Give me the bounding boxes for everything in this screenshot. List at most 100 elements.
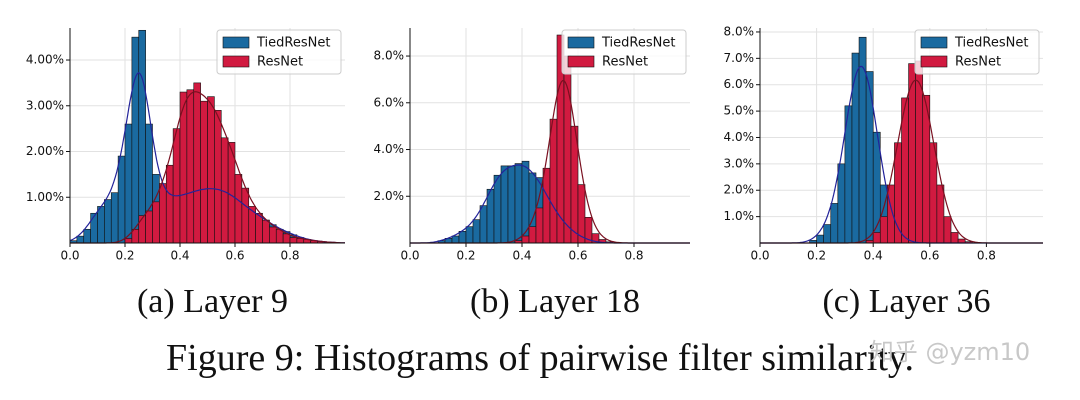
histogram-bar: [117, 155, 126, 244]
x-tick-label: 0.8: [977, 249, 996, 263]
histogram-bar: [124, 238, 133, 244]
y-tick-label: 1.0%: [724, 209, 755, 223]
histogram-bar: [193, 82, 201, 244]
y-tick-label: 2.0%: [374, 189, 405, 203]
histogram-bar: [138, 215, 146, 244]
x-tick-label: 0.6: [920, 249, 939, 263]
histogram-bar: [851, 52, 860, 244]
histogram-bar: [159, 183, 167, 244]
legend-swatch: [567, 36, 595, 49]
histogram-bar: [269, 226, 277, 244]
histogram-bar: [207, 96, 215, 244]
histogram-bar: [241, 187, 250, 244]
x-tick-label: 0.0: [60, 249, 79, 263]
kde-curve: [69, 72, 345, 244]
histogram-bar: [872, 232, 881, 244]
histogram-bar: [521, 235, 530, 244]
histogram-bar: [830, 203, 839, 244]
x-tick-label: 0.0: [750, 249, 769, 263]
y-tick-label: 3.0%: [724, 156, 755, 170]
histogram-bar: [83, 228, 91, 244]
panel: 0.0 0.2 0.4 0.6 0.8 2.0% 4.0% 6.0% 8.0% TiedResNe…: [374, 28, 690, 320]
legend-label: ResNet: [257, 55, 303, 70]
x-tick-label: 0.0: [400, 249, 419, 263]
histogram-bar: [124, 123, 133, 244]
x-tick-label: 0.2: [807, 249, 826, 263]
y-tick-label: 4.0%: [724, 130, 755, 144]
histogram-bar: [535, 207, 544, 244]
histogram-bar: [542, 167, 551, 244]
histogram-bar: [110, 192, 119, 244]
legend-swatch: [222, 36, 250, 49]
panel-caption: (c) Layer 36: [822, 283, 990, 320]
legend-swatch: [222, 55, 250, 68]
histogram-bar: [289, 237, 298, 244]
histogram-bar: [577, 184, 586, 244]
x-tick-label: 0.4: [170, 249, 189, 263]
legend-swatch: [920, 36, 948, 49]
histogram-bar: [451, 235, 460, 244]
panel-caption: (a) Layer 9: [137, 283, 288, 320]
histogram-bar: [145, 210, 153, 244]
x-tick-label: 0.8: [280, 249, 299, 263]
x-tick-label: 0.2: [115, 249, 134, 263]
histogram-bar: [172, 128, 181, 244]
panel: 0.0 0.2 0.4 0.6 0.8 1.00% 2.00% 3.00% 4.00% TiedR…: [26, 28, 345, 320]
histogram-bar: [234, 174, 243, 244]
histogram-bar: [165, 164, 174, 244]
histogram-bar: [138, 29, 146, 244]
histogram-bar: [521, 160, 530, 244]
histogram-bar: [929, 142, 938, 244]
figure-caption: Figure 9: Histograms of pairwise filter …: [166, 337, 914, 379]
histogram-bar: [104, 199, 112, 244]
x-tick-label: 0.2: [456, 249, 475, 263]
watermark: 知乎 @yzm10: [870, 338, 1030, 366]
y-tick-label: 4.00%: [26, 53, 64, 67]
x-tick-label: 0.6: [568, 249, 587, 263]
y-tick-label: 7.0%: [724, 51, 755, 65]
histogram-bar: [472, 219, 481, 244]
y-tick-label: 6.0%: [374, 95, 405, 109]
histogram-bar: [486, 188, 495, 244]
histogram-bar: [879, 216, 888, 244]
histogram-bar: [97, 206, 105, 244]
legend-label: TiedResNet: [256, 36, 330, 51]
y-tick-label: 8.0%: [724, 24, 755, 38]
y-tick-label: 2.0%: [724, 183, 755, 197]
x-tick-label: 0.8: [624, 249, 643, 263]
histogram-bar: [528, 226, 537, 244]
legend-swatch: [920, 55, 948, 68]
kde-curve: [70, 91, 345, 244]
histogram-bar: [282, 233, 291, 244]
histogram-bar: [214, 110, 222, 244]
histogram-bar: [152, 201, 160, 244]
histogram-bar: [816, 234, 824, 244]
histogram-bar: [262, 219, 270, 244]
histogram-bar: [514, 163, 523, 244]
y-tick-label: 6.0%: [724, 77, 755, 91]
histogram-bar: [837, 163, 846, 244]
legend-label: TiedResNet: [601, 36, 675, 51]
histogram-bar: [823, 224, 832, 244]
histogram-bar: [90, 212, 98, 244]
histogram-bar: [131, 36, 140, 244]
y-tick-label: 2.00%: [26, 144, 64, 158]
legend-swatch: [567, 55, 595, 68]
histogram-bar: [200, 100, 208, 244]
legend-label: ResNet: [955, 55, 1001, 70]
histogram-bar: [865, 71, 874, 244]
histogram-bar: [943, 216, 952, 244]
histogram-bar: [458, 231, 467, 244]
y-tick-label: 5.0%: [724, 104, 755, 118]
x-tick-label: 0.4: [512, 249, 531, 263]
panel-caption: (b) Layer 18: [470, 283, 640, 320]
histogram-bar: [563, 55, 572, 244]
histogram-bar: [936, 184, 945, 244]
histogram-bar: [493, 174, 502, 244]
histogram-bar: [76, 235, 85, 244]
histogram-bar: [479, 205, 488, 244]
y-tick-label: 8.0%: [374, 49, 405, 63]
legend-label: ResNet: [602, 55, 648, 70]
